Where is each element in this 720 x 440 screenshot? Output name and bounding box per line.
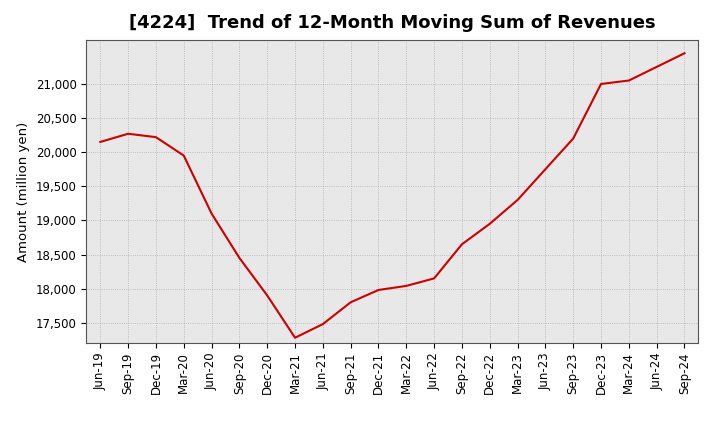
Y-axis label: Amount (million yen): Amount (million yen) [17,121,30,261]
Title: [4224]  Trend of 12-Month Moving Sum of Revenues: [4224] Trend of 12-Month Moving Sum of R… [129,15,656,33]
